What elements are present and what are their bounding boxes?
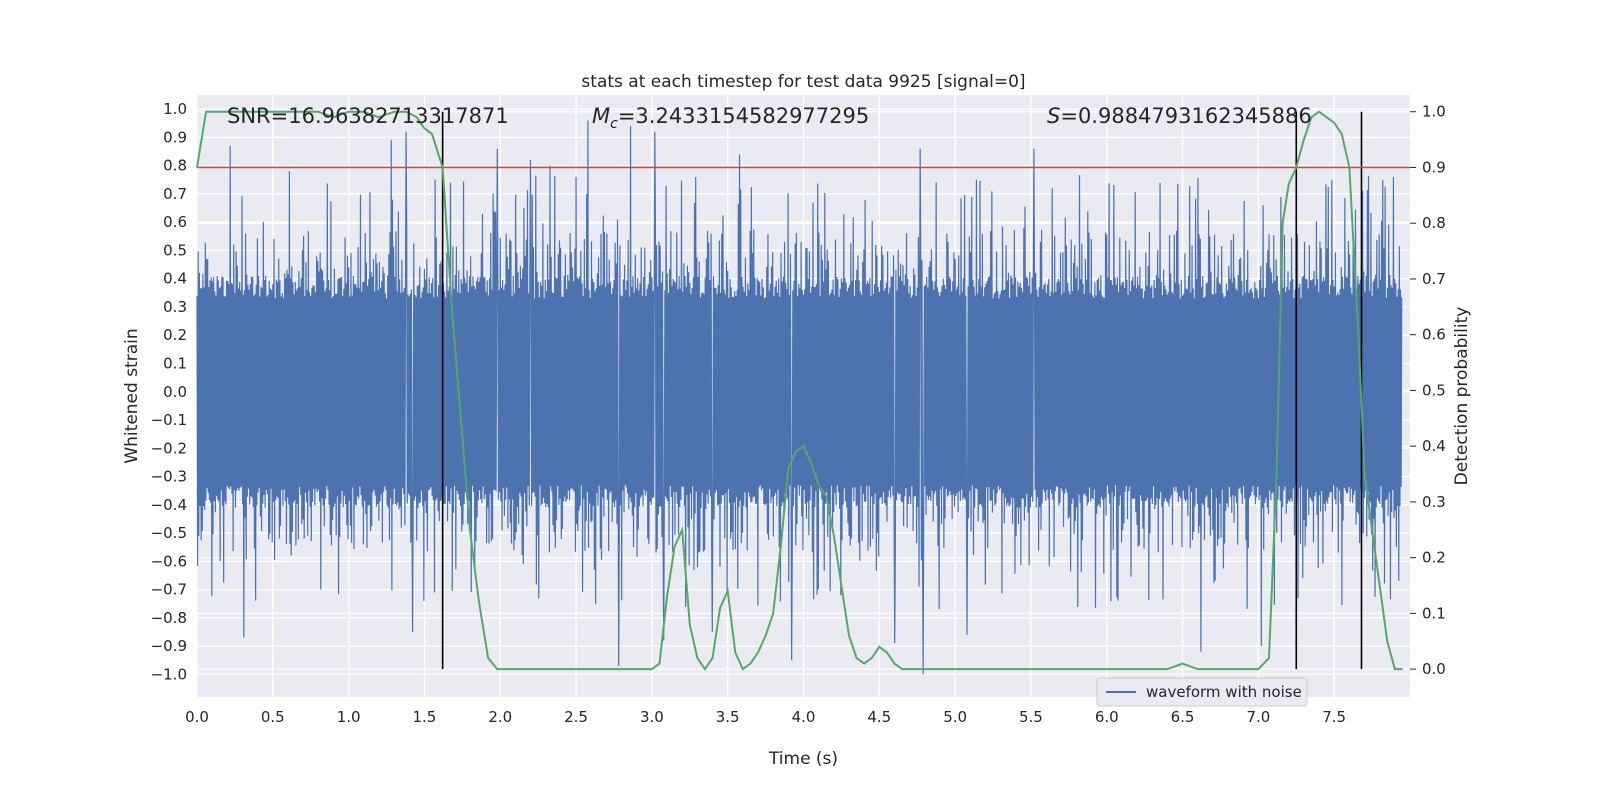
strain-line	[196, 120, 1403, 675]
left-y-tick-label: −0.7	[151, 581, 187, 599]
left-y-tick-label: 0.7	[163, 185, 187, 203]
x-tick-label: 3.0	[640, 708, 664, 726]
left-y-tick-label: −1.0	[151, 665, 187, 683]
x-tick-label: 2.5	[564, 708, 588, 726]
left-y-tick-label: 0.8	[163, 157, 187, 175]
left-y-tick-label: −0.1	[151, 411, 187, 429]
chirp-mass-annotation: Mc=3.2433154582977295	[592, 104, 869, 132]
x-tick-label: 7.5	[1322, 708, 1346, 726]
left-y-tick-label: 0.0	[163, 383, 187, 401]
x-tick-label: 0.0	[185, 708, 209, 726]
x-tick-label: 5.0	[943, 708, 967, 726]
right-y-tick-label: 0.0	[1422, 660, 1446, 678]
legend: waveform with noise	[1096, 677, 1308, 707]
x-tick-label: 2.0	[488, 708, 512, 726]
right-y-tick-label: 0.6	[1422, 326, 1446, 344]
chart-title: stats at each timestep for test data 992…	[581, 72, 1025, 92]
left-y-tick-label: 0.9	[163, 128, 187, 146]
left-y-tick-label: −0.2	[151, 439, 187, 457]
x-tick-label: 1.0	[337, 708, 361, 726]
left-y-tick-label: 0.6	[163, 213, 187, 231]
score-symbol: S	[1047, 104, 1060, 128]
x-axis-label: Time (s)	[768, 749, 838, 769]
probability-line	[196, 110, 1403, 671]
score-value: =0.9884793162345886	[1060, 104, 1311, 128]
left-y-tick-label: 0.3	[163, 298, 187, 316]
x-tick-label: 0.5	[261, 708, 285, 726]
right-y-tick-label: 0.2	[1422, 549, 1446, 567]
legend-box	[1096, 677, 1308, 707]
right-y-tick-label: 0.5	[1422, 381, 1446, 399]
left-y-tick-label: −0.8	[151, 609, 187, 627]
chirp-mass-subscript: c	[610, 116, 618, 132]
score-annotation: S=0.9884793162345886	[1047, 104, 1312, 128]
right-y-axis-ticks: 1.0 0.9 0.8 0.7 0.6 0.5 0.4 0.3 0.2 0.1 0.0	[1410, 103, 1446, 678]
x-tick-label: 6.5	[1171, 708, 1195, 726]
chirp-mass-symbol: M	[592, 104, 610, 128]
left-y-tick-label: 0.1	[163, 354, 187, 372]
x-tick-label: 4.5	[867, 708, 891, 726]
x-tick-label: 6.0	[1095, 708, 1119, 726]
x-tick-label: 3.5	[716, 708, 740, 726]
chirp-mass-value: =3.2433154582977295	[618, 104, 869, 128]
right-y-axis-label: Detection probability	[1452, 307, 1472, 486]
left-y-tick-label: 1.0	[163, 100, 187, 118]
left-y-tick-label: −0.6	[151, 552, 187, 570]
x-tick-label: 4.0	[792, 708, 816, 726]
left-y-tick-label: −0.9	[151, 637, 187, 655]
x-axis-ticks: 0.0 0.5 1.0 1.5 2.0 2.5 3.0 3.5 4.0 4.5 5.0 5.5 6.0 6…	[185, 708, 1346, 726]
x-tick-label: 7.0	[1246, 708, 1270, 726]
left-y-tick-label: −0.3	[151, 468, 187, 486]
left-y-tick-label: −0.4	[151, 496, 187, 514]
x-tick-label: 5.5	[1019, 708, 1043, 726]
left-y-axis-ticks: 1.0 0.9 0.8 0.7 0.6 0.5 0.4 0.3 0.2 0.1 0.0 −0.1 −0.…	[151, 100, 187, 683]
right-y-tick-label: 0.3	[1422, 493, 1446, 511]
left-y-axis-label: Whitened strain	[122, 328, 142, 463]
right-y-tick-label: 0.9	[1422, 158, 1446, 176]
probability-series	[196, 110, 1403, 671]
snr-annotation: SNR=16.96382713317871	[227, 104, 509, 128]
left-y-tick-label: 0.2	[163, 326, 187, 344]
legend-label: waveform with noise	[1146, 683, 1302, 701]
x-tick-label: 1.5	[413, 708, 437, 726]
right-y-tick-label: 1.0	[1422, 103, 1446, 121]
right-y-tick-label: 0.7	[1422, 270, 1446, 288]
right-y-tick-label: 0.8	[1422, 214, 1446, 232]
right-y-tick-label: 0.1	[1422, 604, 1446, 622]
right-y-tick-label: 0.4	[1422, 437, 1446, 455]
left-y-tick-label: 0.5	[163, 241, 187, 259]
left-y-tick-label: 0.4	[163, 270, 187, 288]
strain-series	[196, 120, 1403, 675]
left-y-tick-label: −0.5	[151, 524, 187, 542]
